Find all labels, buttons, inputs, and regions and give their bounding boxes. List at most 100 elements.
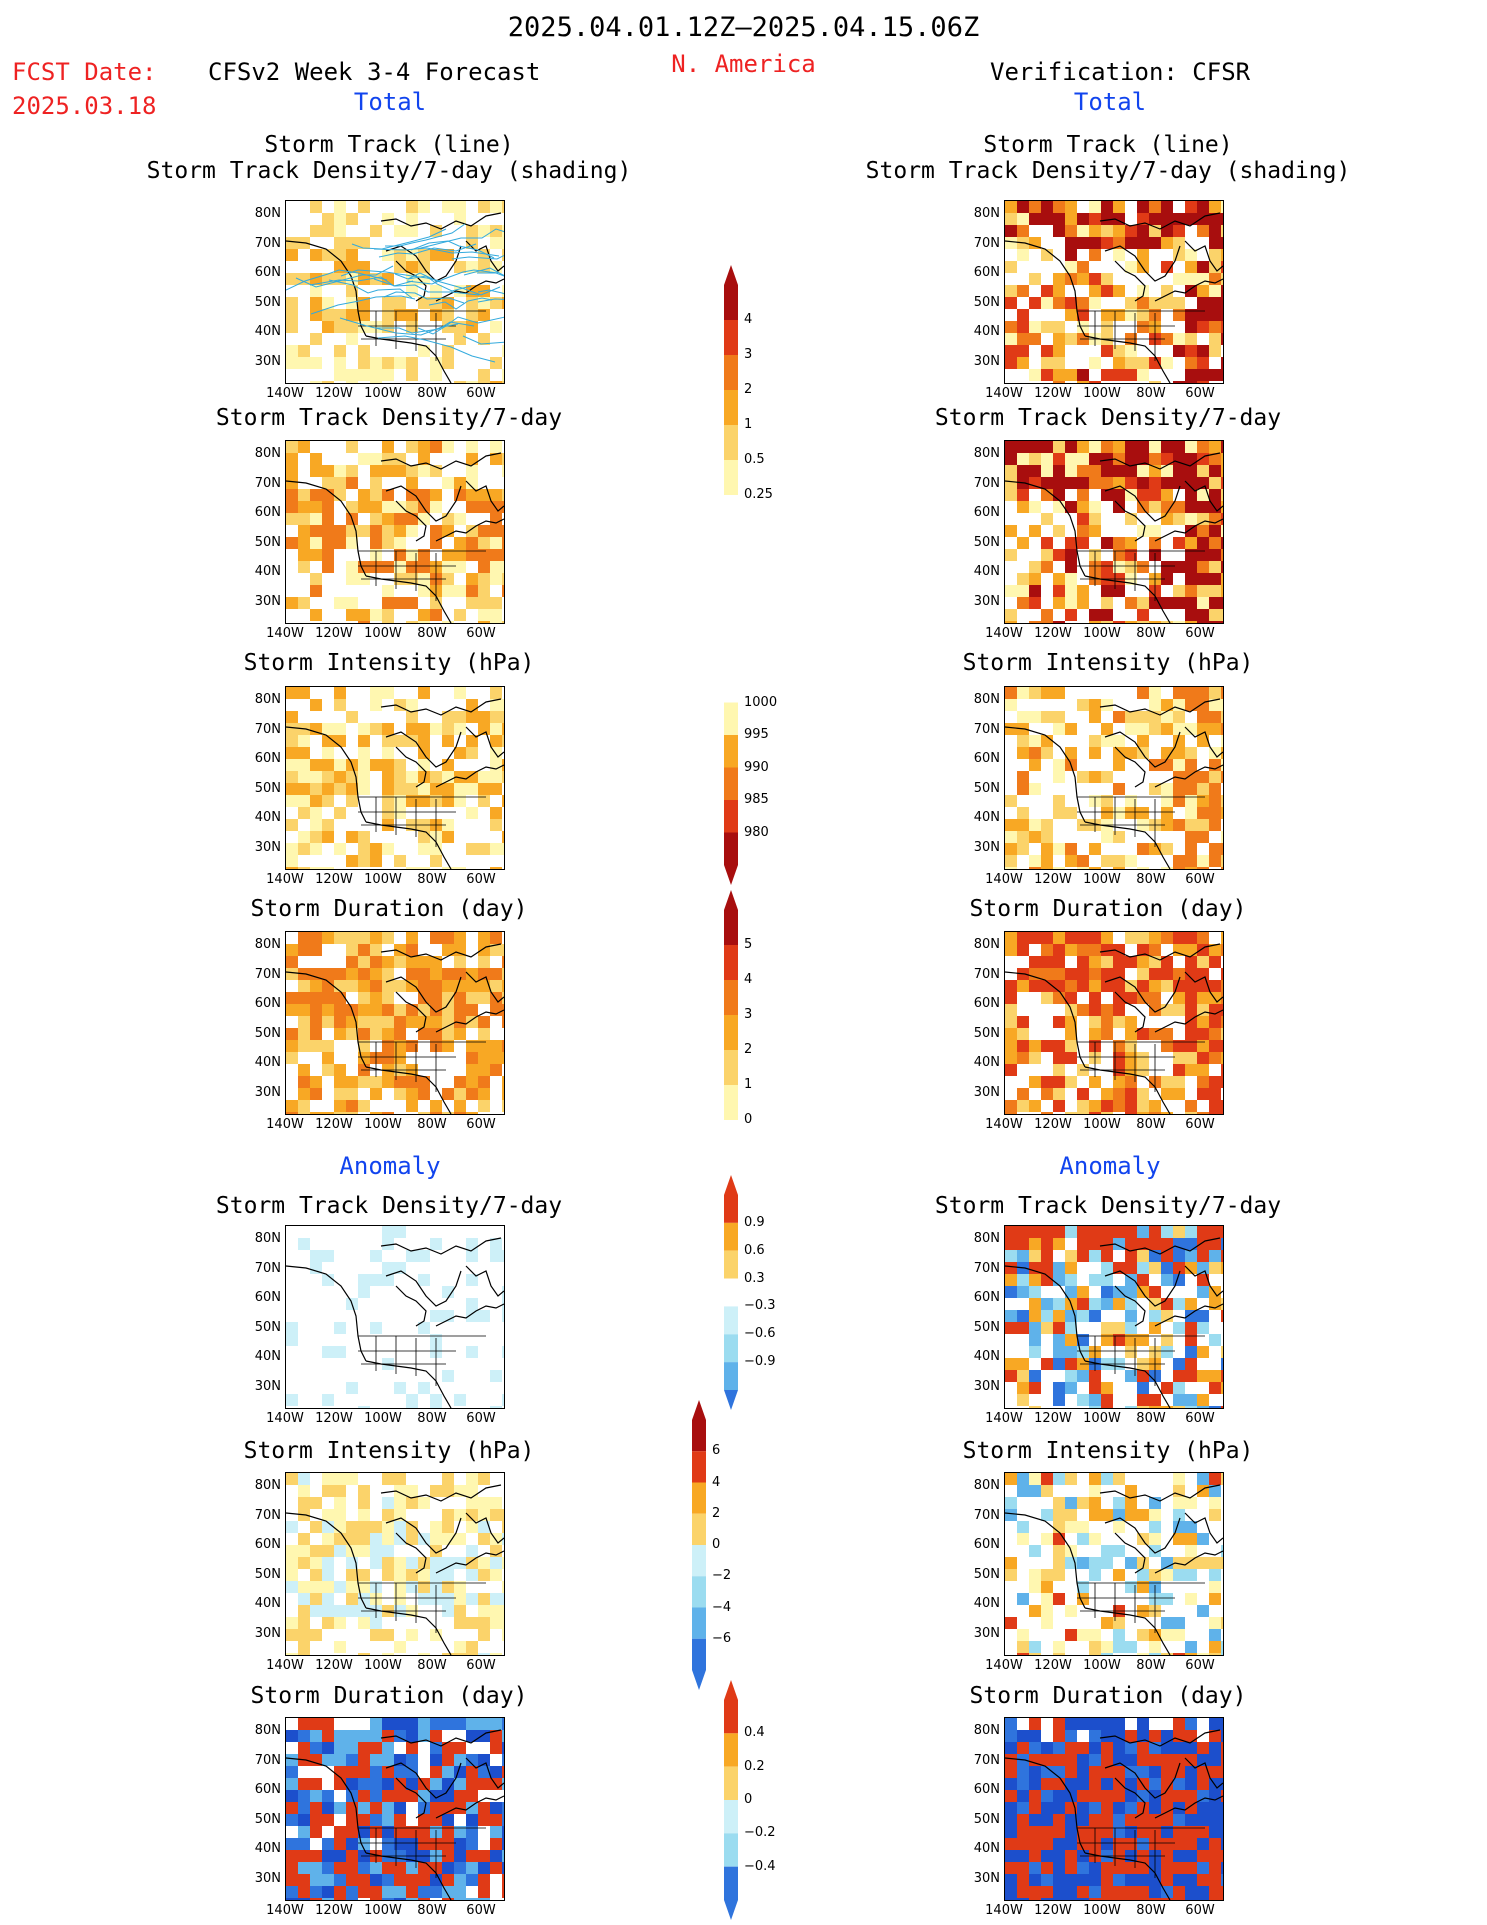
field-cell — [1101, 1886, 1113, 1898]
field-cell — [394, 501, 406, 513]
field-cell — [1173, 1382, 1185, 1394]
lon-tick-label: 100W — [1083, 386, 1121, 401]
field-cell — [1125, 956, 1137, 968]
field-cell — [466, 980, 478, 992]
field-cell — [286, 537, 298, 549]
field-cell — [1149, 597, 1161, 609]
state-borders — [1077, 1582, 1205, 1633]
field-cell — [430, 1100, 442, 1112]
field-cell — [1113, 441, 1125, 453]
field-cell — [1005, 1040, 1017, 1052]
coastline — [385, 245, 462, 282]
anomaly-header-left: Anomaly — [339, 1152, 441, 1180]
field-cell — [1077, 1370, 1089, 1382]
field-cell — [1065, 1629, 1077, 1641]
field-cell — [1197, 477, 1209, 489]
field-cell — [298, 549, 310, 561]
field-cell — [1197, 1778, 1209, 1790]
field-cell — [442, 1826, 454, 1838]
field-cell — [1221, 1016, 1223, 1028]
field-cell — [394, 1581, 406, 1593]
field-cell — [418, 831, 430, 843]
field-cell — [454, 1874, 466, 1886]
field-cell — [286, 1754, 298, 1766]
field-cell — [358, 369, 370, 381]
field-cell — [502, 297, 504, 309]
colorbar-tick-label: 4 — [744, 972, 753, 987]
field-cell — [1209, 621, 1221, 623]
field-cell — [418, 771, 430, 783]
field-cell — [1017, 735, 1029, 747]
field-cell — [1041, 1754, 1053, 1766]
field-cell — [490, 441, 502, 453]
coastline — [1005, 1512, 1086, 1609]
field-cell — [478, 1076, 490, 1088]
field-cell — [1065, 1358, 1077, 1370]
field-cell — [1185, 807, 1197, 819]
field-cell — [358, 783, 370, 795]
field-cell — [322, 980, 334, 992]
field-cell — [1197, 321, 1209, 333]
field-cell — [1209, 345, 1221, 357]
field-cell — [1209, 573, 1221, 585]
field-cell — [1221, 237, 1223, 249]
colorbar-tick-label: 0 — [712, 1537, 721, 1552]
state-borders — [1077, 550, 1205, 601]
field-cell — [322, 747, 334, 759]
lon-tick-label: 120W — [1034, 1411, 1072, 1426]
field-cell — [1089, 980, 1101, 992]
field-cell — [1089, 1790, 1101, 1802]
field-cell — [1161, 465, 1173, 477]
field-cell — [1005, 621, 1017, 623]
field-cell — [502, 831, 504, 843]
field-cell — [1221, 549, 1223, 561]
field-cell — [1125, 369, 1137, 381]
field-cell — [1161, 783, 1173, 795]
field-cell — [1029, 525, 1041, 537]
colorbar-tick-label: 0.25 — [744, 487, 773, 502]
field-cell — [1017, 1641, 1029, 1653]
field-cell — [1053, 489, 1065, 501]
field-cell — [322, 1569, 334, 1581]
field-cell — [382, 1766, 394, 1778]
field-cell — [1017, 1370, 1029, 1382]
field-cell — [478, 1778, 490, 1790]
lon-tick-label: 60W — [466, 1903, 496, 1918]
field-cell — [334, 932, 346, 944]
coastline — [1005, 971, 1086, 1068]
lat-tick-label: 60N — [973, 996, 1000, 1011]
field-cell — [442, 573, 454, 585]
field-cell — [1185, 687, 1197, 699]
field-cell — [298, 1838, 310, 1850]
field-cell — [1029, 831, 1041, 843]
field-cell — [478, 369, 490, 381]
field-cell — [1029, 1766, 1041, 1778]
field-cell — [1053, 1569, 1065, 1581]
lat-tick-label: 40N — [973, 564, 1000, 579]
field-cell — [478, 1802, 490, 1814]
field-cell — [1101, 1742, 1113, 1754]
field-cell — [1113, 1742, 1125, 1754]
field-cell — [418, 201, 430, 213]
field-cell — [1221, 1730, 1223, 1742]
field-cell — [406, 561, 418, 573]
field-cell — [406, 1016, 418, 1028]
field-cell — [1149, 1730, 1161, 1742]
field-cell — [298, 795, 310, 807]
field-cell — [1101, 1250, 1113, 1262]
field-cell — [1017, 1790, 1029, 1802]
field-cell — [1005, 441, 1017, 453]
field-cell — [478, 1718, 490, 1730]
field-cell — [490, 807, 502, 819]
field-cell — [370, 956, 382, 968]
field-cell — [1221, 1064, 1223, 1076]
lat-tick-label: 40N — [254, 1841, 281, 1856]
field-cell — [1125, 1310, 1137, 1322]
field-cell — [1209, 1497, 1221, 1509]
field-cell — [286, 968, 298, 980]
field-cell — [1137, 357, 1149, 369]
map-field — [286, 687, 504, 869]
field-cell — [1101, 1874, 1113, 1886]
field-cell — [1149, 1754, 1161, 1766]
lon-tick-label: 140W — [985, 1411, 1023, 1426]
